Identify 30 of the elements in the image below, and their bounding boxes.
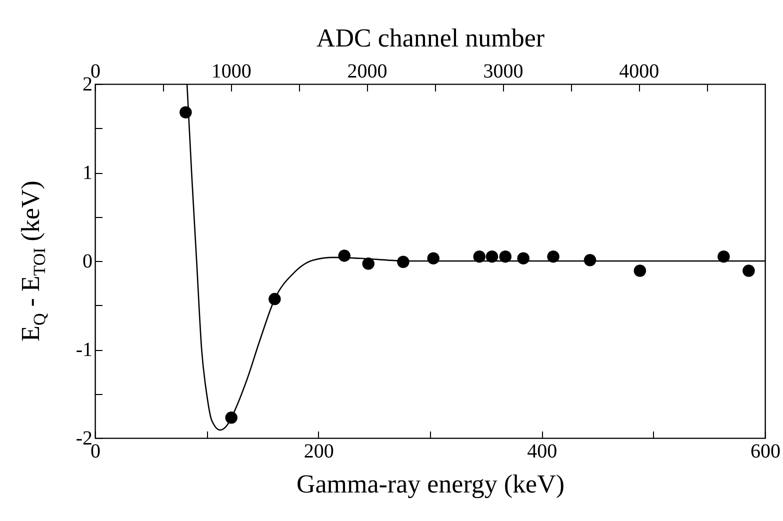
point — [180, 106, 192, 118]
point — [547, 250, 560, 263]
point — [486, 250, 498, 263]
point — [397, 256, 410, 268]
point — [473, 250, 486, 263]
y-tick-label: 2 — [82, 74, 92, 96]
y-tick-label: 1 — [82, 162, 92, 184]
y-tick-label: -1 — [76, 339, 92, 361]
point — [634, 264, 646, 277]
x2-axis-title: ADC channel number — [316, 24, 545, 52]
x2-tick-label: 2000 — [347, 60, 388, 82]
point — [584, 254, 596, 266]
x-axis-title: Gamma-ray energy (keV) — [296, 470, 565, 498]
y-tick-label: 0 — [82, 250, 92, 272]
point — [742, 264, 755, 277]
x-tick-label: 400 — [527, 440, 558, 462]
point — [499, 250, 512, 263]
x-tick-label: 600 — [750, 440, 780, 462]
x-tick-label: 200 — [304, 440, 334, 462]
point — [362, 258, 374, 270]
point — [268, 292, 281, 306]
point — [338, 250, 350, 262]
x2-tick-label: 3000 — [483, 60, 524, 82]
x2-tick-label: 1000 — [211, 60, 252, 82]
point — [225, 412, 238, 424]
point — [517, 252, 530, 264]
x2-tick-label: 4000 — [619, 60, 660, 82]
y-tick-label: -2 — [76, 428, 92, 450]
point — [718, 250, 730, 263]
point — [427, 252, 440, 264]
